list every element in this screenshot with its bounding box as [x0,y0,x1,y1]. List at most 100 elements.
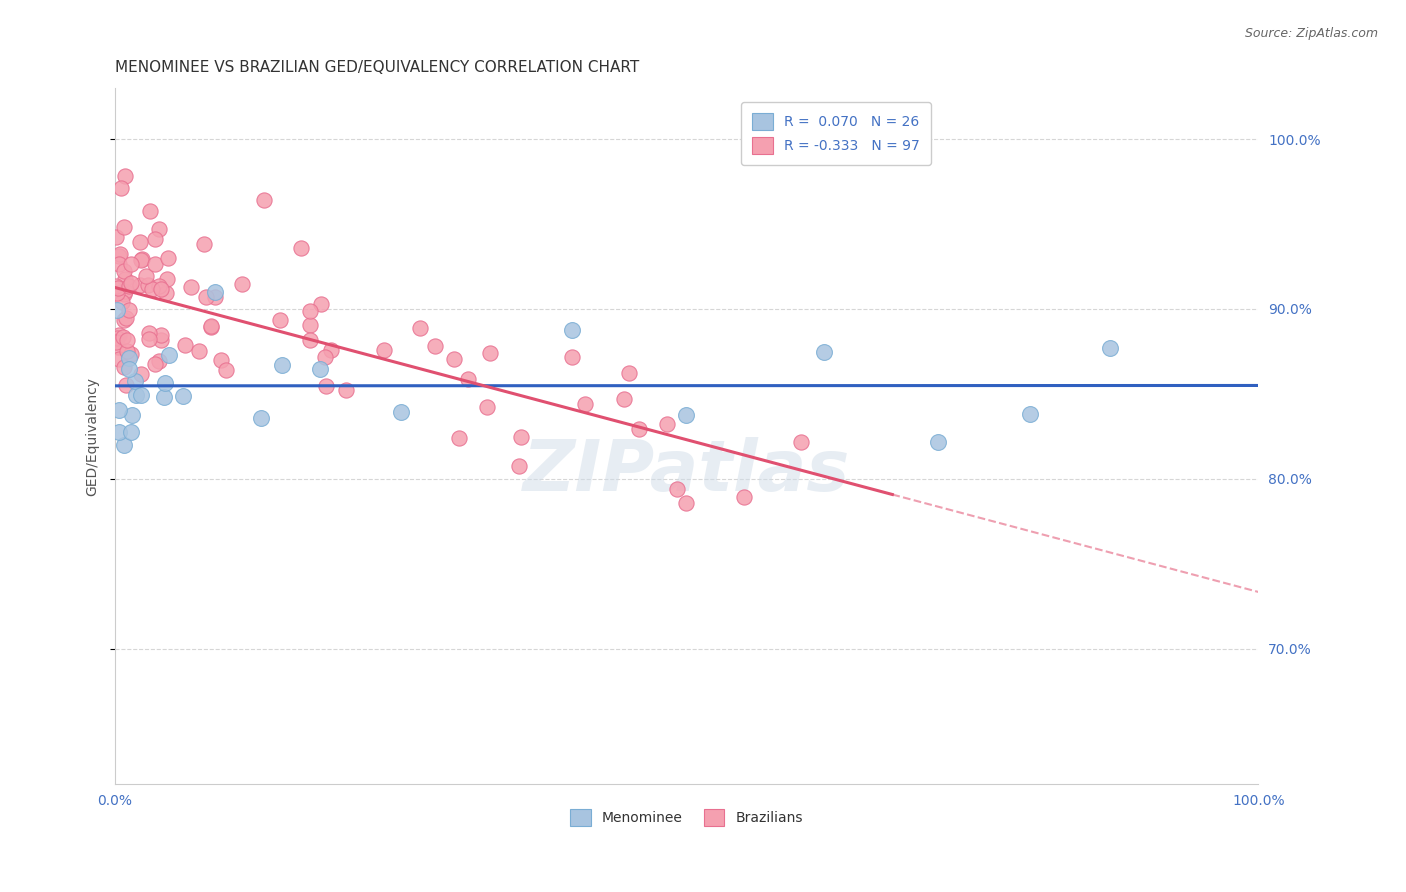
Point [156,252,179,266]
Point [299,318,322,332]
Point [107,340,129,354]
Point [141,282,163,296]
Point [114,284,136,298]
Point [148,278,170,293]
Point [108,425,131,439]
Point [135,269,157,284]
Point [150,282,173,296]
Text: ZIPatlas: ZIPatlas [523,437,851,506]
Point [114,377,136,392]
Point [423,339,446,353]
Point [131,252,153,267]
Point [114,169,136,184]
Point [155,285,177,300]
Point [111,294,134,309]
Point [270,358,292,372]
Point [129,235,152,250]
Point [129,253,152,268]
Point [613,392,636,406]
Point [253,193,276,207]
Point [112,313,135,327]
Point [125,388,148,402]
Point [112,263,135,277]
Point [457,371,479,385]
Point [188,344,211,359]
Point [112,287,135,301]
Point [574,397,596,411]
Point [1098,341,1121,355]
Point [231,277,253,292]
Point [112,359,135,374]
Point [157,348,180,362]
Point [675,408,697,422]
Point [561,323,583,337]
Point [155,272,177,286]
Point [211,353,233,368]
Point [153,390,176,404]
Point [510,430,533,444]
Point [335,383,357,397]
Text: MENOMINEE VS BRAZILIAN GED/EQUIVALENCY CORRELATION CHART: MENOMINEE VS BRAZILIAN GED/EQUIVALENCY C… [114,60,638,75]
Point [136,278,159,293]
Point [215,363,238,377]
Point [172,389,194,403]
Point [508,459,530,474]
Point [110,181,132,195]
Point [120,425,142,439]
Point [121,276,143,290]
Point [143,257,166,271]
Point [129,367,152,381]
Point [204,285,226,299]
Point [105,279,128,293]
Point [105,302,128,317]
Point [112,438,135,452]
Point [269,313,291,327]
Point [121,408,143,422]
Point [665,482,688,496]
Point [104,334,127,349]
Point [118,351,141,366]
Point [118,361,141,376]
Point [373,343,395,357]
Point [180,280,202,294]
Point [733,490,755,504]
Point [108,249,131,263]
Point [321,343,343,357]
Point [108,403,131,417]
Point [200,319,222,334]
Point [408,321,430,335]
Point [927,435,949,450]
Point [115,343,138,358]
Point [153,376,176,391]
Point [475,401,498,415]
Point [314,350,336,364]
Point [655,417,678,431]
Point [129,277,152,292]
Point [139,204,162,219]
Point [138,326,160,341]
Point [120,257,142,271]
Point [290,242,312,256]
Point [129,387,152,401]
Point [443,352,465,367]
Point [115,310,138,325]
Point [790,435,813,450]
Point [117,334,139,348]
Point [478,346,501,360]
Point [111,329,134,343]
Point [315,378,337,392]
Point [149,327,172,342]
Point [148,221,170,235]
Point [619,366,641,380]
Point [675,496,697,510]
Point [105,229,128,244]
Point [143,232,166,246]
Point [193,237,215,252]
Text: Source: ZipAtlas.com: Source: ZipAtlas.com [1244,27,1378,40]
Point [309,362,332,376]
Point [150,333,173,347]
Point [105,331,128,345]
Point [311,297,333,311]
Point [200,320,222,334]
Y-axis label: GED/Equivalency: GED/Equivalency [86,376,100,496]
